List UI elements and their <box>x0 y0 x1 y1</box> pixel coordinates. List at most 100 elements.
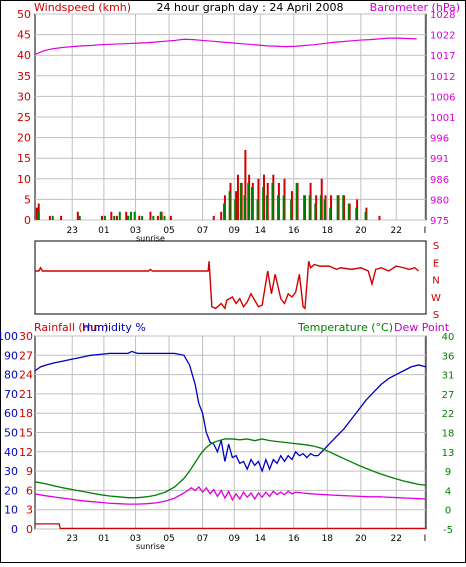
temp-x-tick: 03 <box>130 534 141 544</box>
rainfall-tick: 24 <box>19 369 33 382</box>
barometer-tick: 975 <box>430 216 449 227</box>
humidity-tick: 10 <box>4 504 18 517</box>
humidity-tick: 20 <box>4 484 18 497</box>
temperature-tick: -5 <box>443 525 453 536</box>
windspeed-label: Windspeed (kmh) <box>34 1 131 14</box>
rainfall-tick: 6 <box>26 484 33 497</box>
direction-tick: E <box>433 258 439 269</box>
barometer-tick: 1006 <box>430 92 455 103</box>
humidity-label: Humidity % <box>82 321 146 334</box>
barometer-line <box>34 37 417 55</box>
temperature-tick: 31 <box>442 371 455 382</box>
wind-x-tick: 01 <box>98 226 109 236</box>
direction-tick: N <box>432 276 439 287</box>
barometer-tick: 1012 <box>430 72 455 83</box>
wind-direction-line <box>35 261 420 310</box>
humidity-tick: 0 <box>11 523 18 536</box>
rainfall-tick: 27 <box>19 349 33 362</box>
windspeed-tick: 45 <box>17 29 31 42</box>
temp-x-tick: 16 <box>288 534 300 544</box>
windspeed-tick: 5 <box>24 193 31 206</box>
wind-x-tick: 20 <box>355 226 367 236</box>
windspeed-tick: 15 <box>17 152 31 165</box>
temperature-tick: 18 <box>442 429 455 440</box>
rainfall-tick: 30 <box>19 330 33 343</box>
wind-x-tick: 07 <box>197 226 208 236</box>
wind-x-tick: 14 <box>255 226 267 236</box>
temp-x-tick: 14 <box>255 534 267 544</box>
temp-x-tick: 23 <box>67 534 78 544</box>
rainfall-tick: 21 <box>19 388 33 401</box>
wind-x-tick: 22 <box>390 226 401 236</box>
temperature-tick: 36 <box>442 351 455 362</box>
temperature-tick: 40 <box>442 332 455 343</box>
barometer-tick: 996 <box>430 134 449 145</box>
barometer-tick: 1001 <box>430 113 455 124</box>
temp-x-tick: 18 <box>322 534 334 544</box>
humidity-line <box>34 350 427 474</box>
wind-x-tick: 23 <box>67 226 78 236</box>
humidity-tick: 30 <box>4 465 18 478</box>
windspeed-tick: 30 <box>17 90 31 103</box>
wind-x-tick: 05 <box>163 226 174 236</box>
dewpoint-label: Dew Point <box>394 321 450 334</box>
temp-x-tick-end: I <box>424 534 427 544</box>
wind-x-tick: 03 <box>130 226 141 236</box>
wind-x-tick: 16 <box>288 226 300 236</box>
barometer-tick: 986 <box>430 175 449 186</box>
temperature-tick: 0 <box>445 506 451 517</box>
temp-x-tick: 20 <box>355 534 367 544</box>
temp-x-tick: 07 <box>197 534 208 544</box>
temperature-tick: 22 <box>442 409 455 420</box>
temp-x-tick: 01 <box>98 534 109 544</box>
temperature-tick: 13 <box>442 448 455 459</box>
barometer-label: Barometer (hPa) <box>370 1 460 14</box>
temperature-label: Temperature (°C) <box>297 321 393 334</box>
temperature-tick: 4 <box>445 486 451 497</box>
chart-title: 24 hour graph day : 24 April 2008 <box>157 1 344 14</box>
humidity-tick: 70 <box>4 388 18 401</box>
temp-x-tick: 05 <box>163 534 174 544</box>
humidity-tick: 80 <box>4 369 18 382</box>
rainfall-tick: 18 <box>19 407 33 420</box>
humidity-tick: 50 <box>4 427 18 440</box>
windspeed-tick: 0 <box>24 214 31 227</box>
windspeed-tick: 10 <box>17 173 31 186</box>
humidity-tick: 60 <box>4 407 18 420</box>
barometer-tick: 1022 <box>430 31 455 42</box>
humidity-tick: 100 <box>0 330 18 343</box>
direction-tick: S <box>433 310 439 321</box>
rainfall-line <box>35 523 426 530</box>
windspeed-tick: 35 <box>17 70 31 83</box>
temperature-tick: 27 <box>442 390 455 401</box>
temp-sunrise-label: sunrise <box>136 542 165 551</box>
rainfall-label: Rainfall (mm) <box>34 321 108 334</box>
barometer-tick: 1017 <box>430 51 455 62</box>
rainfall-tick: 0 <box>26 523 33 536</box>
dew-point-line <box>34 485 427 505</box>
rainfall-tick: 12 <box>19 446 33 459</box>
wind-sunrise-label: sunrise <box>136 234 165 243</box>
barometer-tick: 980 <box>430 195 449 206</box>
direction-panel <box>34 240 427 315</box>
rainfall-tick: 3 <box>26 504 33 517</box>
windspeed-tick: 20 <box>17 132 31 145</box>
windspeed-tick: 25 <box>17 111 31 124</box>
rainfall-tick: 15 <box>19 427 33 440</box>
temperature-line <box>34 438 427 499</box>
direction-tick: W <box>431 293 441 304</box>
humidity-tick: 90 <box>4 349 18 362</box>
wind-x-tick-end: I <box>424 226 427 236</box>
temperature-tick: 9 <box>445 467 451 478</box>
barometer-tick: 991 <box>430 154 449 165</box>
barometer-tick: 1028 <box>430 10 455 21</box>
direction-tick: S <box>433 241 439 252</box>
humidity-tick: 40 <box>4 446 18 459</box>
rainfall-tick: 9 <box>26 465 33 478</box>
temp-x-tick: 22 <box>390 534 401 544</box>
wind-x-tick: 09 <box>228 226 240 236</box>
temp-x-tick: 09 <box>228 534 240 544</box>
windspeed-tick: 40 <box>17 49 31 62</box>
